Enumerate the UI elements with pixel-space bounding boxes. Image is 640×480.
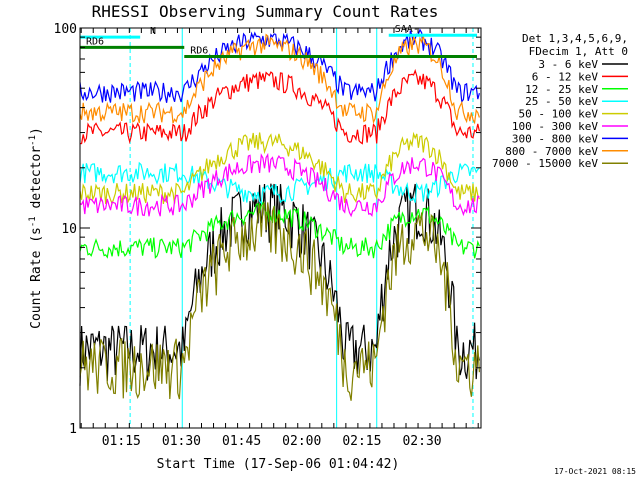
x-tick-label: 02:15 (342, 434, 381, 449)
legend-entry-label: 7000 - 15000 keV (492, 157, 598, 170)
series-line-3 (79, 161, 480, 205)
x-tick-label: 01:45 (222, 434, 261, 449)
y-tick-label: 10 (61, 222, 77, 237)
legend-entry-label: 3 - 6 keV (538, 58, 598, 71)
legend-entry-label: 100 - 300 keV (512, 120, 598, 133)
y-axis-label: Count Rate (s-1 detector-1) (28, 127, 44, 329)
legend-entry-label: 25 - 50 keV (525, 95, 598, 108)
x-axis: 01:15 01:30 01:45 02:00 02:15 02:30 (80, 28, 479, 449)
footer-timestamp: 17-Oct-2021 08:15 (554, 467, 636, 476)
legend-entry-label: 6 - 12 keV (532, 70, 599, 83)
series-line-4 (79, 131, 480, 206)
series-line-7 (79, 33, 480, 125)
flag-label-1: SAA- (395, 24, 419, 35)
series-line-2 (79, 201, 480, 259)
legend-entry-label: 50 - 100 keV (519, 108, 599, 121)
series-line-5 (79, 152, 480, 218)
x-tick-label: 02:30 (402, 434, 441, 449)
flag-label-2: RD6 (86, 36, 104, 47)
legend-header-line: FDecim 1, Att 0 (529, 45, 628, 58)
y-axis: 1 10 100 (54, 22, 481, 437)
legend: Det 1,3,4,5,6,9,FDecim 1, Att 03 - 6 keV… (492, 32, 628, 170)
x-tick-label: 01:30 (162, 434, 201, 449)
legend-entry-label: 300 - 800 keV (512, 132, 598, 145)
flag-label-3: RD6 (190, 46, 208, 57)
series-line-8 (79, 201, 480, 401)
series-line-0 (79, 183, 480, 386)
chart-title: RHESSI Observing Summary Count Rates (92, 2, 439, 21)
legend-header-line: Det 1,3,4,5,6,9, (522, 32, 628, 45)
y-tick-label: 100 (54, 22, 77, 37)
x-tick-label: 02:00 (282, 434, 321, 449)
y-tick-label: 1 (69, 422, 77, 437)
legend-entry-label: 800 - 7000 keV (505, 145, 598, 158)
series-line-1 (79, 68, 480, 145)
x-axis-label: Start Time (17-Sep-06 01:04:42) (157, 457, 400, 472)
legend-entry-label: 12 - 25 keV (525, 83, 598, 96)
x-tick-label: 01:15 (102, 434, 141, 449)
